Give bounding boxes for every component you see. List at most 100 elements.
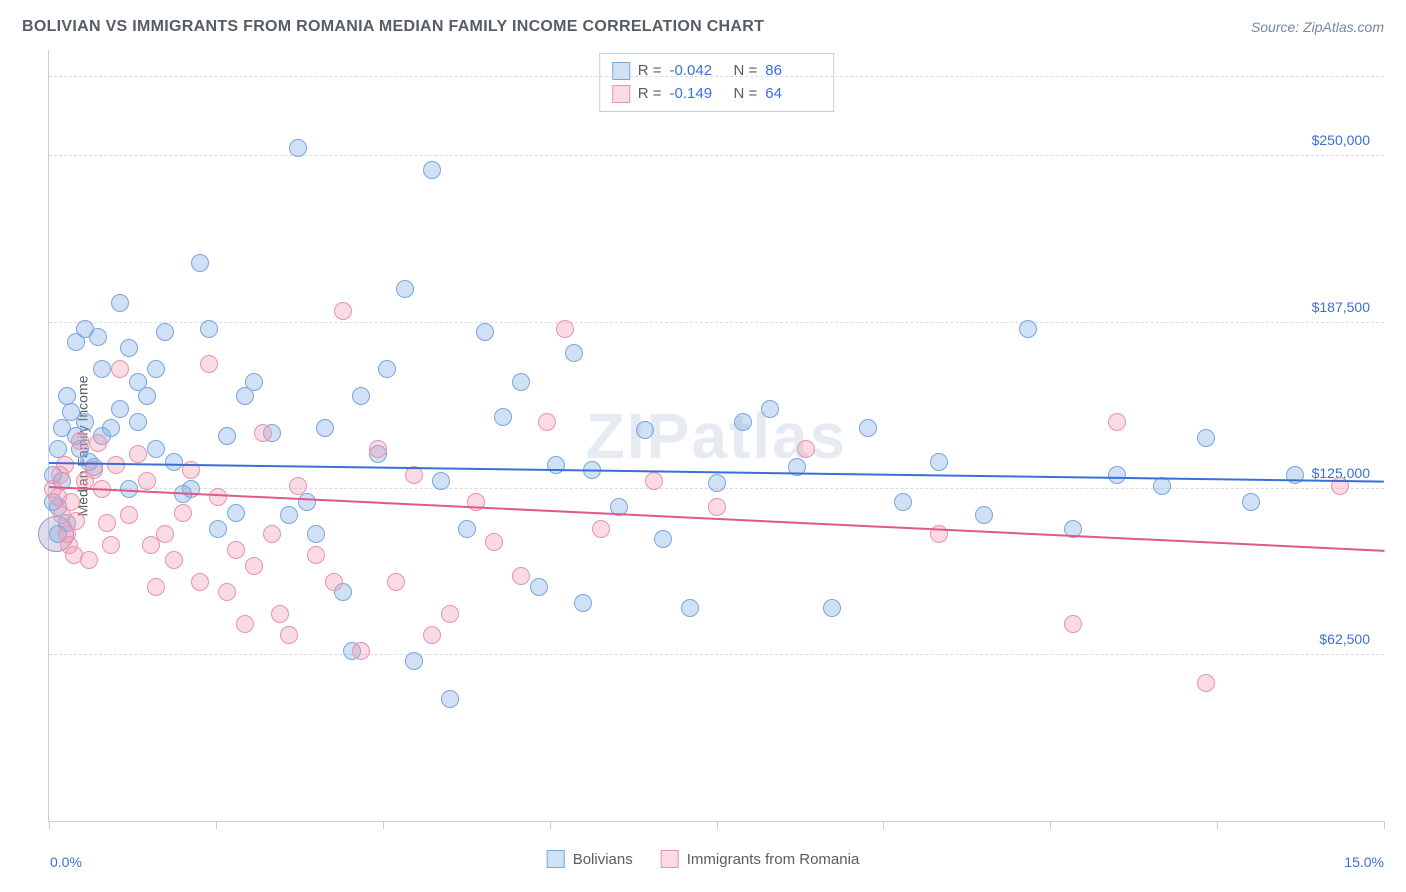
scatter-point [156,525,174,543]
scatter-point [218,427,236,445]
scatter-point [89,328,107,346]
x-tick [717,821,718,829]
scatter-point [147,578,165,596]
scatter-point [859,419,877,437]
scatter-point [432,472,450,490]
legend-swatch [612,62,630,80]
scatter-point [165,551,183,569]
scatter-point [681,599,699,617]
scatter-point [200,355,218,373]
scatter-point [975,506,993,524]
scatter-point [1108,413,1126,431]
scatter-point [405,652,423,670]
scatter-point [71,432,89,450]
gridline [49,322,1384,323]
scatter-point [120,339,138,357]
scatter-point [289,477,307,495]
scatter-point [200,320,218,338]
scatter-point [67,512,85,530]
scatter-point [280,626,298,644]
stat-value-n: 86 [765,60,821,83]
scatter-point [98,514,116,532]
scatter-point [111,360,129,378]
scatter-point [254,424,272,442]
scatter-point [147,360,165,378]
scatter-point [289,139,307,157]
x-tick [383,821,384,829]
chart-title: BOLIVIAN VS IMMIGRANTS FROM ROMANIA MEDI… [22,18,764,36]
scatter-point [556,320,574,338]
scatter-point [298,493,316,511]
scatter-point [396,280,414,298]
scatter-point [245,373,263,391]
scatter-point [129,413,147,431]
scatter-point [102,419,120,437]
scatter-point [654,530,672,548]
watermark-text: ZIPatlas [586,399,847,473]
x-axis-start-label: 0.0% [50,854,82,870]
scatter-point [218,583,236,601]
x-axis-end-label: 15.0% [1344,854,1384,870]
gridline [49,155,1384,156]
scatter-point [120,506,138,524]
scatter-point [369,440,387,458]
scatter-point [423,161,441,179]
scatter-point [441,690,459,708]
y-tick-label: $250,000 [1312,132,1370,148]
stat-value-r: -0.042 [670,60,726,83]
stat-label-n: N = [734,60,758,83]
stat-label-n: N = [734,83,758,106]
legend-swatch [661,850,679,868]
scatter-point [823,599,841,617]
x-tick [49,821,50,829]
scatter-point [316,419,334,437]
scatter-point [209,520,227,538]
scatter-point [797,440,815,458]
scatter-point [645,472,663,490]
scatter-point [165,453,183,471]
stats-row: R = -0.042 N = 86 [612,60,822,83]
bottom-legend: BoliviansImmigrants from Romania [547,850,860,868]
scatter-point [245,557,263,575]
stat-value-r: -0.149 [670,83,726,106]
gridline [49,76,1384,77]
source-label: Source: ZipAtlas.com [1251,19,1384,35]
scatter-point [93,360,111,378]
scatter-point [111,294,129,312]
scatter-point [138,472,156,490]
scatter-point [1197,429,1215,447]
scatter-point [441,605,459,623]
scatter-point [538,413,556,431]
scatter-point [334,302,352,320]
scatter-point [574,594,592,612]
gridline [49,654,1384,655]
x-tick [216,821,217,829]
scatter-point [271,605,289,623]
scatter-point [592,520,610,538]
scatter-point [352,387,370,405]
scatter-point [174,504,192,522]
legend-label: Immigrants from Romania [687,851,860,868]
scatter-point [352,642,370,660]
scatter-point [325,573,343,591]
scatter-point [512,373,530,391]
scatter-point [156,323,174,341]
scatter-point [512,567,530,585]
scatter-point [761,400,779,418]
stat-value-n: 64 [765,83,821,106]
scatter-point [209,488,227,506]
scatter-point [147,440,165,458]
regression-line [49,486,1384,552]
stat-label-r: R = [638,60,662,83]
scatter-point [89,434,107,452]
scatter-point [191,254,209,272]
x-tick [1384,821,1385,829]
scatter-point [80,551,98,569]
correlation-stats-box: R = -0.042 N = 86R = -0.149 N = 64 [599,53,835,112]
stats-row: R =-0.149N =64 [612,83,822,106]
scatter-point [1153,477,1171,495]
scatter-point [263,525,281,543]
scatter-point [129,445,147,463]
scatter-point [1064,615,1082,633]
scatter-point [191,573,209,591]
